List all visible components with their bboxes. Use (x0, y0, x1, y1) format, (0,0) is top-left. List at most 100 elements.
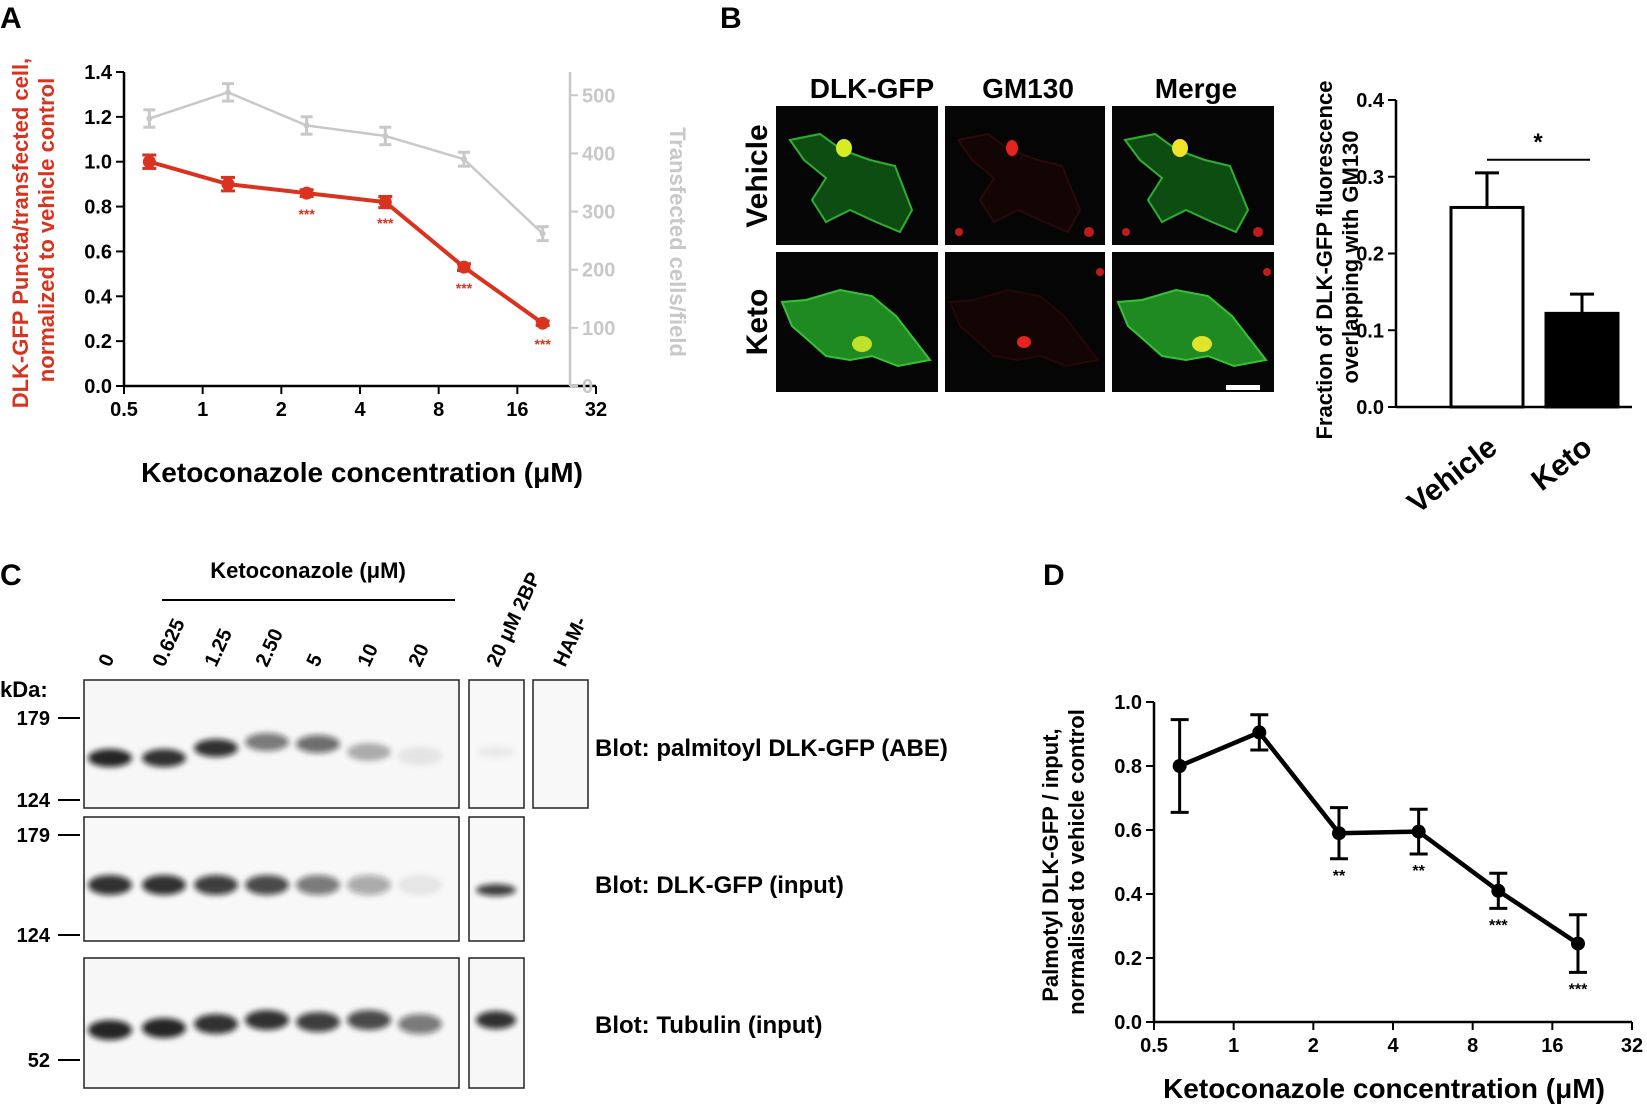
blot-label-abe: Blot: palmitoyl DLK-GFP (ABE) (595, 735, 948, 762)
chart-a-y-tick-label: 0.0 (84, 376, 112, 398)
chart-d-x-label: Ketoconazole concentration (μM) (1163, 1073, 1605, 1104)
blot-band-tubulin (398, 1014, 442, 1034)
blot-band-input (88, 875, 132, 895)
chart-d-point (1252, 725, 1267, 740)
cell-keto-gm130 (948, 288, 1100, 368)
speck-keto-gm130 (1096, 268, 1104, 276)
micrograph-col-dlk-gfp: DLK-GFP (810, 73, 934, 104)
blot-band-input (194, 875, 238, 895)
chart-d-y-label-line-1: Palmotyl DLK-GFP / input, (1038, 728, 1063, 1001)
blot-marker-label: 179 (17, 825, 50, 847)
chart-d-y-label-line-2: normalised to vehicle control (1064, 709, 1089, 1015)
chart-a-y-tick-label: 1.2 (84, 107, 112, 129)
speck-keto-merge (1263, 268, 1271, 276)
blot-band-abe (142, 749, 186, 767)
blot-input-2bp (468, 816, 525, 942)
chart-b-significance: * (1533, 129, 1543, 156)
blot-lane-label: 5 (303, 651, 328, 670)
chart-d-x-tick-label: 32 (1621, 1035, 1643, 1057)
chart-a-y2-tick-label: 300 (582, 202, 615, 224)
chart-b-x-tick-label: Keto (1525, 431, 1598, 498)
chart-a-grey-point (224, 89, 231, 96)
chart-a-x-tick-label: 1 (197, 399, 208, 421)
chart-a-red-point (378, 195, 392, 209)
scale-bar (1226, 385, 1260, 390)
panel-letter-c: C (0, 559, 22, 592)
chart-a-red-point (536, 316, 550, 330)
chart-d-significance: *** (1489, 917, 1508, 934)
chart-d-series: ** ******** (1170, 713, 1588, 998)
chart-b-y-tick-label: 0.4 (1356, 90, 1385, 112)
speck-vehicle-merge-b (1253, 227, 1263, 237)
blot-label-input: Blot: DLK-GFP (input) (595, 872, 844, 899)
blot-band-abe (194, 739, 238, 757)
chart-d-x-tick-label: 4 (1387, 1035, 1399, 1057)
blot-lane-label: 0 (95, 651, 120, 670)
chart-a-grey-point (460, 156, 467, 163)
chart-a-significance: *** (298, 206, 315, 222)
chart-b: 0.0 0.1 0.2 0.3 0.4 Vehicle Keto * Fraction of… (1312, 74, 1632, 521)
chart-d-y-tick-label: 0.8 (1114, 756, 1142, 778)
golgi-keto-merge (1192, 336, 1212, 352)
speck-vehicle-merge-a (1122, 228, 1130, 236)
blot-lane-label: 20 (405, 641, 434, 670)
blot-band-abe (296, 735, 340, 753)
panel-letter-d: D (1043, 559, 1065, 592)
chart-a-x-tick-label: 8 (433, 399, 444, 421)
blot-header: Ketoconazole (μM) (210, 558, 406, 583)
chart-d-y-tick-label: 0.6 (1114, 820, 1142, 842)
micrograph-col-gm130: GM130 (982, 73, 1074, 104)
speck-vehicle-gm130-a (955, 228, 963, 236)
chart-a-y-label-line-1: DLK-GFP Puncta/transfected cell, (8, 58, 33, 408)
blot-lane-label: 0.625 (149, 615, 190, 670)
panel-letter-b: B (720, 2, 742, 35)
cell-keto-dlk (780, 288, 932, 368)
chart-a-y-label-line-2: normalized to vehicle control (34, 78, 59, 382)
chart-b-bar-keto (1544, 311, 1620, 409)
blot-band-abe-2bp (476, 746, 516, 758)
blot-band-input-2bp (476, 884, 516, 896)
chart-a-significance: *** (534, 336, 551, 352)
chart-d-point (1411, 824, 1426, 839)
chart-d-line (1178, 729, 1580, 946)
panel-letter-a: A (0, 2, 22, 35)
chart-b-bars: Vehicle Keto * (1402, 129, 1620, 521)
chart-a-y2-tick-label: 0 (582, 376, 593, 398)
blot-band-tubulin (194, 1014, 238, 1034)
chart-a-y-tick-label: 0.4 (84, 286, 113, 308)
western-blot: Ketoconazole (μM) 0 0.625 1.25 2.50 5 10 20 20 … (0, 558, 948, 1089)
blot-marker-label: 179 (17, 708, 50, 730)
cell-keto-merge (1116, 288, 1268, 368)
chart-b-y-tick-label: 0.0 (1356, 397, 1384, 419)
blot-band-tubulin-2bp (476, 1011, 516, 1029)
chart-a-y-tick-label: 1.0 (84, 152, 112, 174)
blot-lane-label: 20 μM 2BP (483, 569, 546, 670)
chart-d-point (1491, 883, 1506, 898)
blot-band-tubulin (347, 1010, 391, 1030)
blot-band-tubulin (142, 1018, 186, 1038)
chart-a-y2-tick-label: 200 (582, 260, 615, 282)
blot-markers: 179 124 179 124 52 (17, 708, 80, 1072)
speck-vehicle-gm130-b (1084, 227, 1094, 237)
chart-b-axes: 0.0 0.1 0.2 0.3 0.4 (1356, 90, 1632, 419)
chart-d-x-tick-label: 2 (1308, 1035, 1319, 1057)
chart-d-point (1172, 759, 1187, 773)
chart-b-x-tick-label: Vehicle (1402, 431, 1504, 521)
micrograph-row-vehicle: Vehicle (741, 124, 774, 227)
chart-a-x-tick-label: 4 (354, 399, 366, 421)
chart-b-y-tick-label: 0.2 (1356, 244, 1384, 266)
golgi-vehicle-gm130 (1006, 140, 1018, 156)
blot-lane-label: HAM- (550, 613, 592, 670)
chart-d-x-tick-label: 8 (1467, 1035, 1478, 1057)
blot-band-tubulin (88, 1020, 132, 1040)
blot-kda-label: kDa: (0, 677, 48, 702)
chart-a-y-tick-label: 0.6 (84, 241, 112, 263)
chart-b-y-label: Fraction of DLK-GFP fluorescence overlap… (1312, 74, 1363, 439)
micrograph-grid: DLK-GFP GM130 Merge Vehicle Keto (741, 73, 1274, 392)
blot-lane-label: 2.50 (252, 626, 288, 671)
chart-a: 0.0 0.2 0.4 0.6 0.8 1.0 1.2 1.4 0.5 1 2 4 8 16 320 100 2… (8, 58, 690, 488)
chart-a-y-tick-label: 0.8 (84, 197, 112, 219)
chart-d-significance: ** (1412, 863, 1425, 880)
blot-label-tubulin: Blot: Tubulin (input) (595, 1012, 822, 1039)
